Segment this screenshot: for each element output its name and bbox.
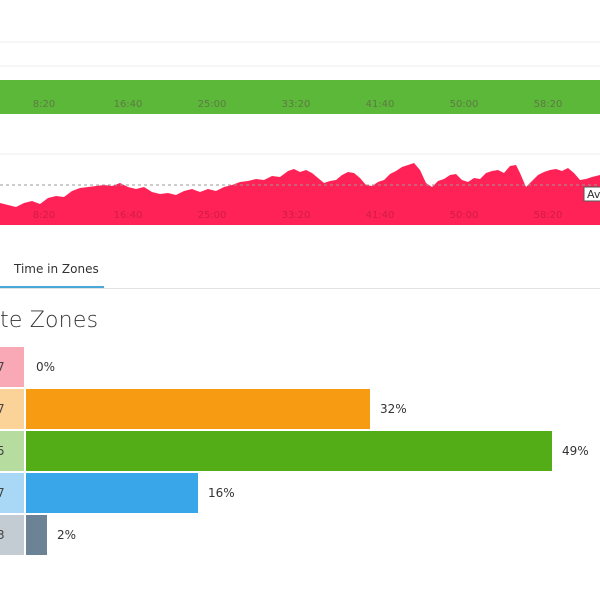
heart-rate-x-axis: 8:20 16:40 25:00 33:20 41:40 50:00 58:20 [33, 210, 563, 221]
zone-percent: 32% [380, 402, 407, 416]
average-label-text: Avg [587, 188, 600, 201]
heart-rate-tick-label: 16:40 [114, 210, 143, 221]
zone-range-label: 7 [0, 389, 24, 429]
speed-band [0, 80, 600, 114]
zone-row: 3 2% [0, 515, 600, 555]
speed-x-axis: 8:20 16:40 25:00 33:20 41:40 50:00 58:20 [33, 99, 563, 110]
heart-rate-tick-label: 33:20 [282, 210, 311, 221]
speed-tick-label: 16:40 [114, 99, 143, 110]
zone-range-text: 7 [0, 486, 5, 500]
speed-tick-label: 8:20 [33, 99, 55, 110]
zone-range-label: 7 [0, 473, 24, 513]
heart-rate-area [0, 163, 600, 225]
tab-time-in-zones[interactable]: Time in Zones [14, 262, 99, 276]
zone-bar [26, 389, 370, 429]
zones-title: te Zones [0, 308, 99, 333]
zone-bar [26, 473, 198, 513]
zone-range-text: 7 [0, 402, 5, 416]
tab-active-indicator [0, 286, 104, 288]
heart-rate-tick-label: 8:20 [33, 210, 55, 221]
zone-row: 7 0% [0, 347, 600, 387]
speed-tick-label: 33:20 [282, 99, 311, 110]
zone-range-label: 3 [0, 515, 24, 555]
zone-row: 7 32% [0, 389, 600, 429]
zone-bar [26, 431, 552, 471]
heart-rate-tick-label: 58:20 [534, 210, 563, 221]
zone-percent: 0% [36, 360, 56, 374]
speed-tick-label: 50:00 [450, 99, 479, 110]
zone-range-text: 7 [0, 360, 5, 374]
zone-range-text: 3 [0, 528, 5, 542]
heart-rate-tick-label: 50:00 [450, 210, 479, 221]
zone-percent: 16% [208, 486, 235, 500]
speed-chart: 8:20 16:40 25:00 33:20 41:40 50:00 58:20 [0, 41, 600, 114]
average-label: Avg [583, 186, 600, 202]
speed-tick-label: 58:20 [534, 99, 563, 110]
zone-percent: 2% [57, 528, 77, 542]
zone-bar [26, 515, 47, 555]
zone-percent: 49% [562, 444, 589, 458]
heart-rate-tick-label: 41:40 [366, 210, 395, 221]
zone-range-label: 5 [0, 431, 24, 471]
heart-rate-tick-label: 25:00 [198, 210, 227, 221]
speed-tick-label: 41:40 [366, 99, 395, 110]
zone-range-text: 5 [0, 444, 5, 458]
tab-divider [0, 288, 600, 289]
heart-rate-chart: 8:20 16:40 25:00 33:20 41:40 50:00 58:20 Avg [0, 153, 600, 225]
speed-tick-label: 25:00 [198, 99, 227, 110]
zone-range-label: 7 [0, 347, 24, 387]
zone-row: 5 49% [0, 431, 600, 471]
zone-row: 7 16% [0, 473, 600, 513]
